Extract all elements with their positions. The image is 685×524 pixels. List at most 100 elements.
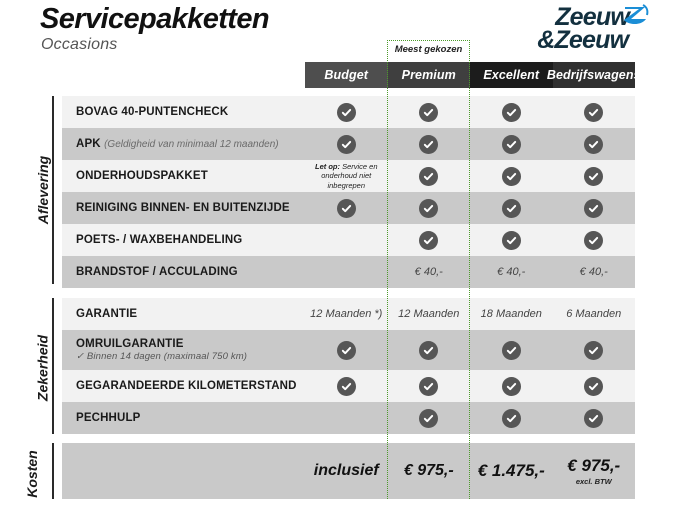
section-rule-kosten — [52, 443, 54, 499]
price-budget: inclusief — [313, 462, 379, 479]
cell-budget — [305, 198, 388, 218]
cell-excellent — [470, 198, 553, 218]
cell-budget — [305, 266, 388, 278]
cell-bedrijfswagens — [553, 162, 636, 190]
section-rule-aflevering — [52, 96, 54, 284]
column-header-bedrijfswagens[interactable]: Bedrijfswagens — [547, 62, 641, 88]
logo-text-top: Zeeuw — [555, 3, 630, 31]
cell-excellent — [470, 102, 553, 122]
column-headers: Budget Premium Excellent Bedrijfswagens — [305, 62, 641, 88]
logo-swoosh-icon — [624, 4, 649, 24]
row-cells — [305, 198, 636, 218]
cell-budget: 12 Maanden *) — [310, 308, 383, 320]
check-icon — [419, 230, 439, 250]
check-icon — [584, 134, 604, 154]
check-icon — [336, 376, 356, 396]
cell-premium — [388, 198, 471, 218]
row-label-subnote: ✓ Binnen 14 dagen (maximaal 750 km) — [76, 351, 248, 362]
cell-budget-note: Let op: Service en onderhoud niet inbegr… — [305, 162, 388, 190]
cell-premium — [388, 102, 471, 122]
check-icon — [419, 166, 439, 186]
column-header-premium[interactable]: Premium — [387, 62, 470, 88]
row-label: POETS- / WAXBEHANDELING — [62, 234, 305, 246]
check-icon — [584, 198, 604, 218]
cell-premium — [388, 408, 471, 428]
cell-excellent — [470, 376, 553, 396]
section-label-aflevering: Aflevering — [35, 155, 51, 225]
check-icon — [584, 166, 604, 186]
table-row: GARANTIE 12 Maanden *) 12 Maanden 18 Maa… — [62, 298, 635, 330]
check-icon — [419, 340, 439, 360]
row-cells — [305, 376, 636, 396]
price-row: inclusief € 975,- € 1.475,- € 975,- excl… — [62, 443, 635, 499]
logo-line-1: Zeeuw — [537, 3, 649, 31]
page-header: Servicepakketten Occasions Zeeuw &Zeeuw — [0, 0, 685, 60]
check-icon — [336, 340, 356, 360]
check-icon — [501, 166, 521, 186]
check-icon — [419, 134, 439, 154]
cell-budget — [305, 340, 388, 360]
table-row: GEGARANDEERDE KILOMETERSTAND — [62, 370, 635, 402]
cell-premium — [388, 340, 471, 360]
table-row: BRANDSTOF / ACCULADING € 40,- € 40,- € 4… — [62, 256, 635, 288]
cell-bedrijfswagens — [553, 102, 636, 122]
row-cells: Let op: Service en onderhoud niet inbegr… — [305, 162, 635, 190]
row-label-text: POETS- / WAXBEHANDELING — [76, 234, 243, 246]
row-cells: € 40,- € 40,- € 40,- — [305, 266, 635, 278]
price-bedrijfswagens-value: € 975,- — [567, 456, 621, 475]
row-label-text: BRANDSTOF / ACCULADING — [76, 266, 238, 278]
cell-excellent — [470, 340, 553, 360]
cell-excellent — [470, 230, 553, 250]
row-cells — [305, 134, 635, 154]
row-label-text: GARANTIE — [76, 308, 138, 320]
row-cells — [305, 102, 636, 122]
check-icon — [584, 376, 604, 396]
table-row: REINIGING BINNEN- EN BUITENZIJDE — [62, 192, 635, 224]
cell-bedrijfswagens — [553, 340, 636, 360]
cell-premium: € 40,- — [414, 266, 443, 278]
letop-prefix: Let op: — [314, 161, 340, 171]
section-label-zekerheid: Zekerheid — [34, 334, 51, 402]
cell-premium — [388, 134, 471, 154]
check-icon — [584, 230, 604, 250]
cell-premium — [388, 376, 471, 396]
check-icon — [501, 134, 521, 154]
cell-bedrijfswagens: 6 Maanden — [566, 308, 622, 320]
check-icon — [501, 198, 521, 218]
cell-bedrijfswagens — [553, 376, 636, 396]
check-icon — [501, 376, 521, 396]
row-label: BRANDSTOF / ACCULADING — [62, 266, 305, 278]
table-row: ONDERHOUDSPAKKET Let op: Service en onde… — [62, 160, 635, 192]
row-label-text: OMRUILGARANTIE — [76, 338, 184, 350]
row-cells — [305, 408, 636, 428]
row-label-text: GEGARANDEERDE KILOMETERSTAND — [76, 380, 297, 392]
row-label-text: ONDERHOUDSPAKKET — [76, 170, 208, 182]
cell-bedrijfswagens — [553, 408, 636, 428]
row-label: GEGARANDEERDE KILOMETERSTAND — [62, 380, 305, 392]
cell-bedrijfswagens — [553, 198, 636, 218]
check-icon — [336, 102, 356, 122]
row-cells — [305, 340, 636, 360]
section-label-kosten: Kosten — [24, 450, 40, 498]
check-icon — [584, 408, 604, 428]
row-label-text: APK — [76, 138, 101, 150]
page-title: Servicepakketten — [40, 3, 270, 35]
section-rule-zekerheid — [52, 298, 54, 434]
rowgroup-aflevering: BOVAG 40-PUNTENCHECK APK (Geldigheid van… — [62, 96, 635, 288]
cell-budget — [305, 102, 388, 122]
cell-premium — [388, 162, 471, 190]
check-icon — [584, 102, 604, 122]
check-icon — [501, 340, 521, 360]
cell-budget — [305, 376, 388, 396]
logo-line-2: &Zeeuw — [537, 28, 629, 53]
letop-text: Service en onderhoud niet inbegrepen — [321, 161, 378, 190]
cell-budget — [305, 231, 388, 250]
cell-excellent — [470, 408, 553, 428]
check-icon — [419, 102, 439, 122]
column-header-excellent[interactable]: Excellent — [470, 62, 553, 88]
row-label-text: REINIGING BINNEN- EN BUITENZIJDE — [76, 202, 290, 214]
check-icon — [419, 408, 439, 428]
table-row: APK (Geldigheid van minimaal 12 maanden) — [62, 128, 635, 160]
column-header-budget[interactable]: Budget — [305, 62, 388, 88]
